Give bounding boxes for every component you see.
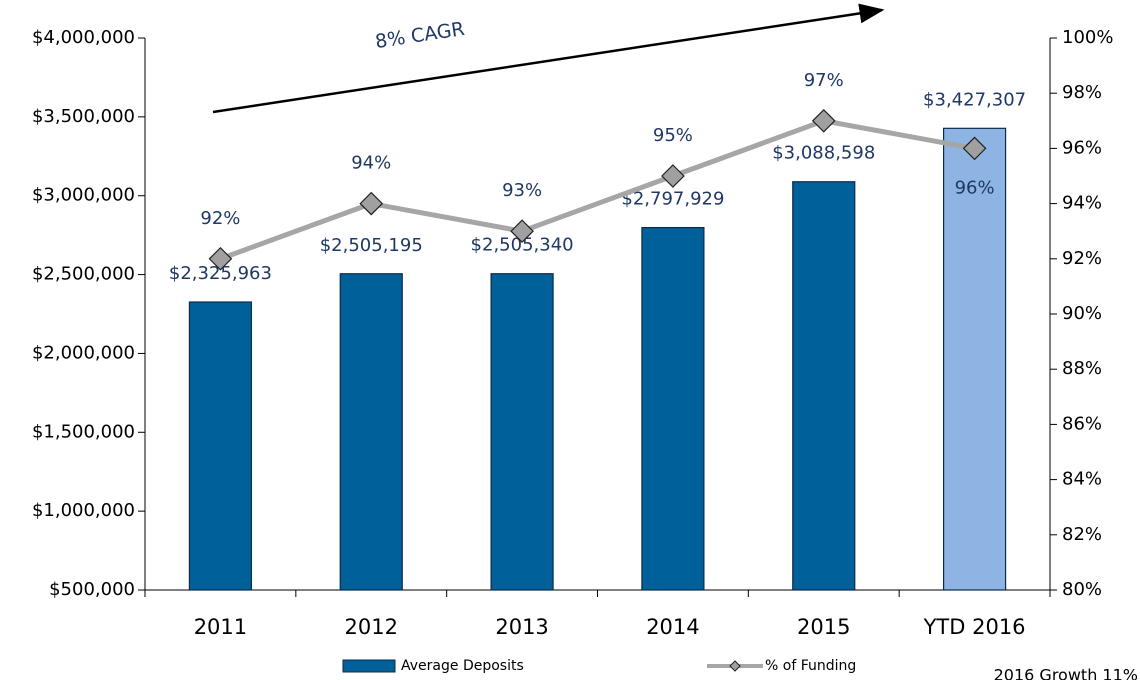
bar (942, 127, 1007, 591)
cagr-arrow (212, 3, 885, 114)
x-tick-label: YTD 2016 (923, 615, 1026, 639)
data-label: $3,088,598 (772, 143, 875, 164)
y2-tick-label: 100% (1062, 27, 1113, 48)
legend-marker (729, 660, 741, 672)
y2-tick-label: 86% (1062, 413, 1102, 434)
data-label: $2,797,929 (621, 189, 724, 210)
marker (661, 164, 685, 188)
annotation: 2016 Growth 11% (994, 666, 1138, 680)
legend-label: % of Funding (765, 658, 856, 674)
bar (188, 301, 253, 591)
marker (208, 246, 233, 271)
y2-tick-label: 96% (1062, 137, 1102, 158)
y-tick-label: $500,000 (49, 579, 135, 600)
y2-tick-label: 92% (1062, 248, 1102, 269)
y2-tick-label: 94% (1062, 193, 1102, 214)
x-tick-label: 2013 (495, 615, 548, 639)
y2-tick-label: 80% (1062, 579, 1102, 600)
y-tick-label: $1,000,000 (32, 500, 135, 521)
y2-tick-label: 98% (1062, 82, 1102, 103)
y2-tick-label: 82% (1062, 524, 1102, 545)
y-tick-label: $1,500,000 (32, 421, 135, 442)
x-tick-label: 2014 (646, 615, 699, 639)
annotation: 8% CAGR (374, 18, 466, 53)
y2-tick-label: 88% (1062, 358, 1102, 379)
y-tick-label: $3,000,000 (32, 185, 135, 206)
line (219, 118, 976, 262)
legend-label: Average Deposits (401, 658, 524, 674)
marker (962, 136, 987, 161)
legend-swatch (342, 659, 396, 673)
data-label: $2,505,340 (471, 235, 574, 256)
data-label: $3,427,307 (923, 89, 1026, 110)
data-label: 96% (955, 177, 995, 198)
marker (811, 108, 836, 133)
x-tick-label: 2012 (345, 615, 398, 639)
data-label: 95% (653, 125, 693, 146)
data-label: 94% (351, 153, 391, 174)
bar (792, 181, 856, 591)
y2-tick-label: 84% (1062, 469, 1102, 490)
data-label: 92% (200, 208, 240, 229)
data-label: $2,505,195 (320, 235, 423, 256)
bar (490, 273, 554, 591)
y-tick-label: $3,500,000 (32, 106, 135, 127)
marker (510, 219, 534, 244)
x-tick-label: 2011 (194, 615, 247, 639)
bar (339, 273, 403, 591)
y-tick-label: $2,000,000 (32, 342, 135, 363)
y-tick-label: $4,000,000 (32, 27, 135, 48)
y-tick-label: $2,500,000 (32, 264, 135, 285)
data-label: 97% (804, 70, 844, 91)
y2-tick-label: 90% (1062, 303, 1102, 324)
data-label: $2,325,963 (169, 263, 272, 284)
x-tick-label: 2015 (797, 615, 850, 639)
data-label: 93% (502, 180, 542, 201)
bar (641, 226, 705, 591)
marker (359, 191, 384, 216)
